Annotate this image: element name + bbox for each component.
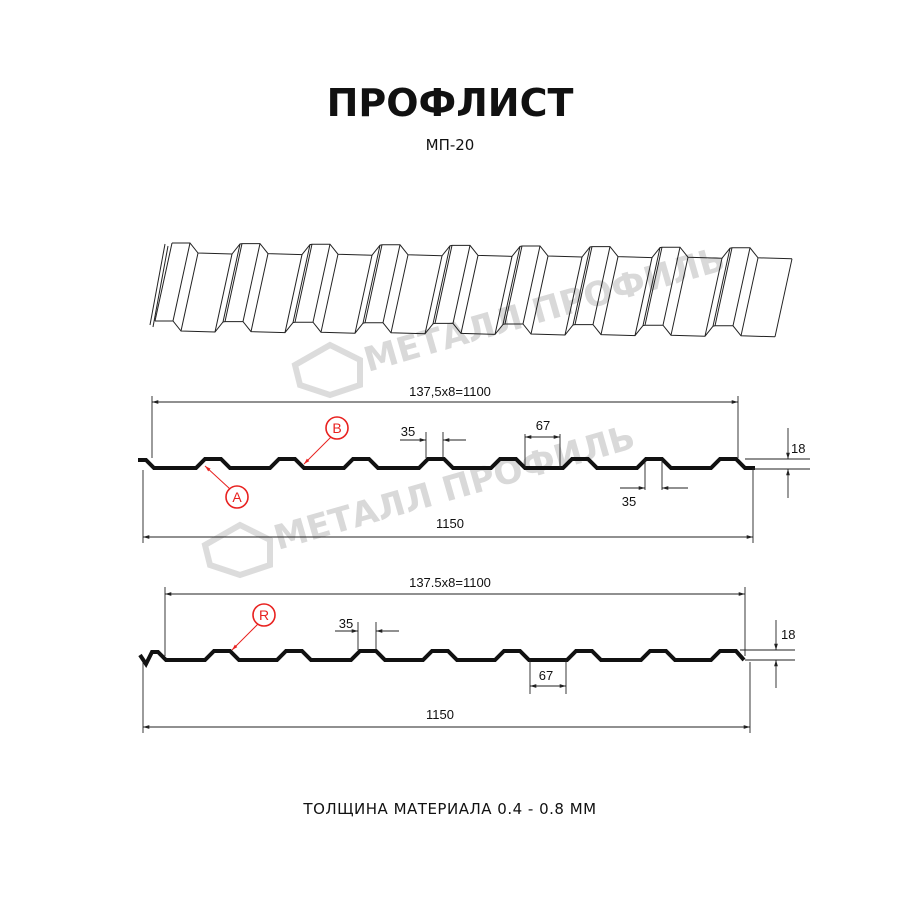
sheet-fold-line (494, 256, 513, 335)
sheet-fold-line (320, 254, 339, 333)
sheet-fold-line (662, 247, 681, 326)
profile-1-crest-width: 35 (401, 424, 415, 439)
page-subtitle: МП-20 (426, 136, 475, 154)
sheet-fold-line (460, 255, 479, 334)
sheet-fold-line (222, 243, 241, 323)
marker-b-circle (325, 416, 349, 440)
sheet-fold-line (390, 254, 409, 333)
marker-a-circle (225, 485, 249, 509)
sheet-fold-line (292, 244, 311, 323)
profile-1: 137,5x8=1100 1150 35 67 35 18 B (138, 384, 810, 543)
marker-a-label: A (232, 489, 242, 505)
watermark-text: МЕТАЛЛ ПРОФИЛЬ (359, 239, 729, 380)
sheet-fold-line (224, 243, 243, 322)
sheet-fold-line (574, 246, 593, 325)
page-title: ПРОФЛИСТ (327, 81, 574, 125)
sheet-fold-line (434, 245, 453, 324)
sheet-fold-line (634, 257, 653, 336)
sheet-fold-line (250, 253, 269, 332)
sheet-fold-line (704, 258, 723, 337)
sheet-edge (172, 242, 793, 260)
profile-2: 137.5x8=1100 1150 35 67 18 R (138, 575, 795, 733)
sheet-overlap-edge (149, 243, 166, 326)
sheet-fold-line (732, 247, 751, 326)
sheet-fold-line (714, 247, 733, 326)
marker-r-circle (252, 603, 276, 627)
sheet-fold-line (712, 248, 731, 327)
sheet-fold-line (592, 246, 611, 325)
sheet-fold-line (172, 242, 191, 322)
profile-2-pitch-dimension: 137.5x8=1100 (409, 575, 491, 590)
sheet-fold-line (424, 255, 443, 334)
marker-b-label: B (332, 420, 341, 436)
marker-r-label: R (259, 607, 269, 623)
sheet-edge (155, 320, 776, 338)
sheet-fold-line (154, 242, 173, 322)
sheet-fold-line (670, 257, 689, 336)
sheet-fold-line (522, 245, 541, 325)
sheet-fold-line (362, 245, 381, 324)
sheet-fold-line (600, 256, 619, 335)
sheet-fold-line (294, 244, 313, 323)
sheet-fold-line (644, 247, 663, 326)
profile-2-total-width: 1150 (426, 707, 454, 722)
profile-1-total-width: 1150 (436, 516, 464, 531)
sheet-fold-line (774, 258, 793, 337)
sheet-fold-line (564, 256, 583, 336)
sheet-fold-line (284, 254, 303, 333)
watermark-bottom: МЕТАЛЛ ПРОФИЛЬ (201, 417, 640, 579)
sheet-fold-line (214, 253, 233, 333)
sheet-fold-line (452, 245, 471, 324)
profile-2-shape (138, 649, 746, 668)
sheet-fold-line (354, 255, 373, 334)
profile-1-valley-width: 67 (536, 418, 550, 433)
sheet-fold-line (432, 245, 451, 324)
profile-1-height: 18 (791, 441, 805, 456)
sheet-fold-line (740, 257, 759, 336)
sheet-fold-line (382, 244, 401, 323)
profile-2-height: 18 (781, 627, 795, 642)
sheet-fold-line (530, 255, 549, 335)
sheet-3d-view (149, 242, 793, 338)
profile-1-bottom-crest-width: 35 (622, 494, 636, 509)
sheet-fold-line (502, 246, 521, 325)
sheet-overlap-edge (152, 245, 169, 328)
sheet-fold-line (364, 244, 383, 323)
profile-1-pitch-dimension: 137,5x8=1100 (409, 384, 491, 399)
material-thickness: ТОЛЩИНА МАТЕРИАЛА 0.4 - 0.8 ММ (302, 800, 596, 818)
sheet-fold-line (180, 252, 199, 332)
profile-2-valley-width: 67 (539, 668, 553, 683)
sheet-fold-line (642, 247, 661, 326)
profile-2-crest-width: 35 (339, 616, 353, 631)
sheet-fold-line (572, 246, 591, 326)
sheet-fold-line (504, 245, 523, 325)
sheet-fold-line (242, 243, 261, 322)
sheet-fold-line (312, 244, 331, 323)
profile-1-shape (138, 457, 755, 470)
